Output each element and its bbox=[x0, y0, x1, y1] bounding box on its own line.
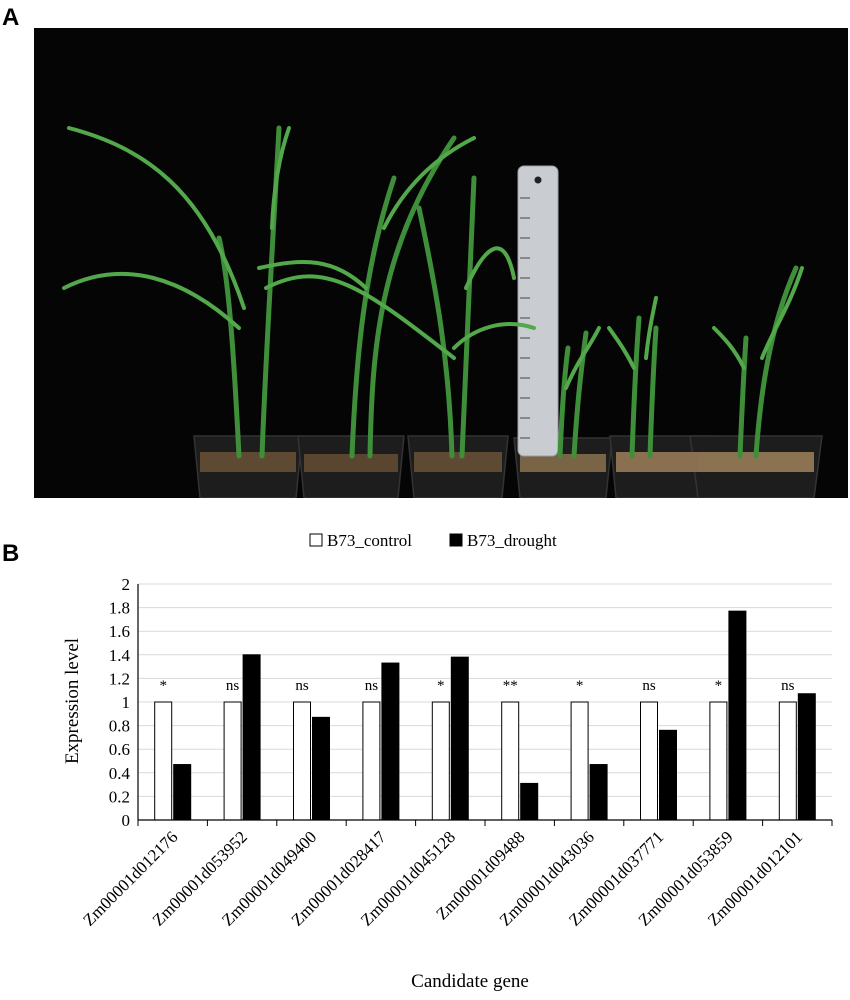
bar-B73_control-Zm00001d028417 bbox=[362, 701, 381, 821]
y-tick-label: 0 bbox=[122, 811, 131, 830]
bar-B73_drought-Zm00001d049400 bbox=[312, 716, 330, 821]
y-tick-label: 1.2 bbox=[109, 669, 130, 688]
bar-B73_control-Zm00001d012101 bbox=[778, 701, 797, 821]
y-tick-label: 1 bbox=[122, 693, 131, 712]
legend-swatch-B73_control bbox=[309, 533, 323, 547]
significance-label: * bbox=[576, 678, 584, 694]
significance-label: * bbox=[715, 678, 723, 694]
y-tick-label: 1.8 bbox=[109, 599, 130, 618]
significance-label: ns bbox=[365, 678, 379, 694]
bar-B73_drought-Zm00001d028417 bbox=[381, 662, 400, 821]
significance-label: ns bbox=[295, 678, 309, 694]
significance-annotations: * ns ns ns * ** * ns * ns bbox=[159, 678, 794, 694]
significance-label: ns bbox=[642, 678, 656, 694]
y-tick-label: 1.4 bbox=[109, 646, 131, 665]
y-axis-label: Expression level bbox=[62, 638, 83, 764]
y-axis: 0 0.2 0.4 0.6 0.8 1 1.2 1.4 1.6 1.8 2 bbox=[109, 575, 139, 830]
y-tick-label: 1.6 bbox=[109, 622, 130, 641]
bar-B73_drought-Zm00001d09488 bbox=[520, 782, 539, 821]
bar-B73_control-Zm00001d043036 bbox=[570, 701, 589, 821]
significance-label: ns bbox=[781, 678, 795, 694]
maize-seedlings-photo bbox=[34, 28, 848, 498]
expression-bar-chart: B73_control B73_drought 0 0.2 0.4 0.6 0.8 1 1.2… bbox=[62, 531, 833, 992]
seedlings bbox=[62, 125, 804, 459]
bar-B73_drought-Zm00001d037771 bbox=[659, 729, 677, 821]
y-tick-label: 0.2 bbox=[109, 787, 130, 806]
y-tick-label: 0.4 bbox=[109, 764, 131, 783]
bar-B73_control-Zm00001d09488 bbox=[501, 701, 520, 821]
legend-entry-B73_control: B73_control bbox=[327, 531, 412, 550]
bar-B73_control-Zm00001d053859 bbox=[709, 701, 728, 821]
bar-B73_control-Zm00001d045128 bbox=[431, 701, 450, 821]
significance-label: ** bbox=[503, 678, 518, 694]
y-tick-label: 0.6 bbox=[109, 740, 130, 759]
legend: B73_control B73_drought bbox=[309, 531, 557, 550]
panel-a-label: A bbox=[2, 4, 20, 31]
significance-label: * bbox=[437, 678, 445, 694]
pots bbox=[193, 435, 823, 498]
bar-B73_drought-Zm00001d043036 bbox=[589, 764, 608, 821]
significance-label: ns bbox=[226, 678, 240, 694]
y-tick-label: 2 bbox=[122, 575, 131, 594]
x-axis: Zm00001d012176Zm00001d053952Zm00001d0494… bbox=[79, 819, 833, 930]
bar-B73_drought-Zm00001d012176 bbox=[173, 764, 192, 821]
bars bbox=[154, 610, 816, 821]
y-tick-label: 0.8 bbox=[109, 717, 130, 736]
bar-B73_drought-Zm00001d053952 bbox=[242, 654, 261, 821]
significance-label: * bbox=[159, 678, 167, 694]
bar-B73_control-Zm00001d037771 bbox=[640, 701, 658, 821]
y-gridlines bbox=[138, 583, 832, 797]
bar-B73_control-Zm00001d012176 bbox=[154, 701, 173, 821]
bar-B73_control-Zm00001d053952 bbox=[223, 701, 242, 821]
legend-swatch-B73_drought bbox=[449, 533, 463, 547]
bar-B73_drought-Zm00001d012101 bbox=[797, 693, 816, 821]
bar-B73_drought-Zm00001d045128 bbox=[450, 656, 469, 821]
x-axis-label: Candidate gene bbox=[411, 971, 529, 992]
bar-B73_drought-Zm00001d053859 bbox=[728, 610, 747, 821]
panel-b-label: B bbox=[2, 540, 20, 567]
ruler bbox=[517, 165, 559, 457]
legend-entry-B73_drought: B73_drought bbox=[467, 531, 557, 550]
bar-B73_control-Zm00001d049400 bbox=[293, 701, 311, 821]
